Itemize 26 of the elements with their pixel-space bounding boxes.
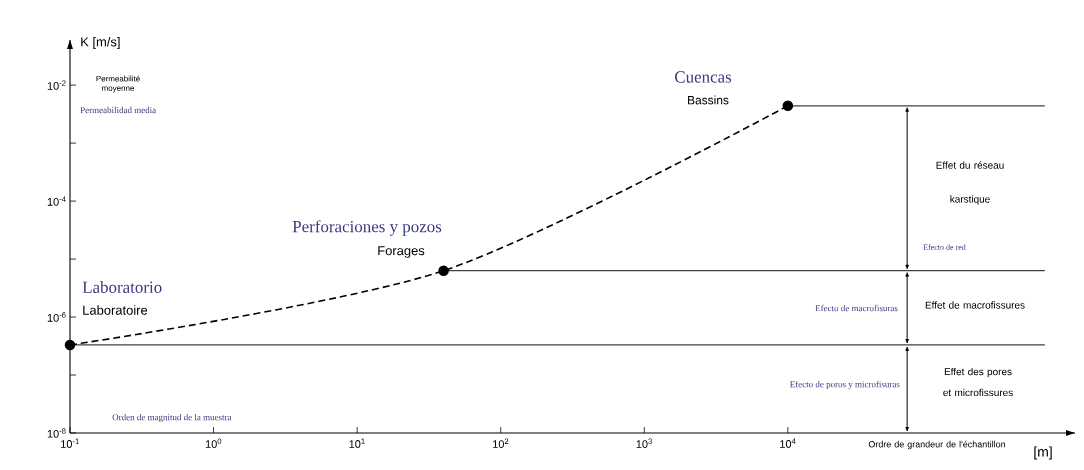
x-tick-label: 10$^{2}$ <box>493 438 509 448</box>
annotation: Effet de macrofissures <box>925 301 1025 309</box>
y-tick-label: 10$^{-4}$ <box>47 196 66 206</box>
annotation: Bassins <box>688 95 729 105</box>
text: [m] <box>1034 446 1052 460</box>
annotation: Efecto de poros y microfisuras <box>790 380 900 390</box>
y-tick-label: 10$^{-8}$ <box>47 428 66 438</box>
x-tick-label: 10$^{1}$ <box>349 438 365 448</box>
x-tick-label: 10$^{4}$ <box>780 438 796 448</box>
text: Effet du réseau karstique <box>936 161 1004 205</box>
y-tick-label: 10$^{-6}$ <box>47 312 66 322</box>
annotation: Forages <box>378 246 425 258</box>
annotation: Efecto de macrofisuras <box>815 304 898 312</box>
annotation: Perforaciones y pozos <box>292 220 442 236</box>
x-tick-label: 10$^{0}$ <box>205 438 222 448</box>
y-axis-title: K [m/s] <box>81 36 120 50</box>
annotation: Orden de magnitud de la muestra <box>112 413 232 423</box>
x-tick-label: 10$^{-1}$ <box>61 438 79 448</box>
annotation: Laboratorio <box>82 281 162 293</box>
annotation: Effet des pores et microfissures <box>943 367 1013 397</box>
x-axis-title: Ordre de grandeur de l'échantillon <box>868 440 1006 450</box>
annotation: Permeabilidad media <box>80 106 157 114</box>
y-tick-label: 10$^{-2}$ <box>47 80 66 90</box>
annotation: Laboratoire <box>83 305 148 315</box>
x-tick-label: 10$^{3}$ <box>636 438 652 448</box>
annotation: Cuencas <box>675 71 732 83</box>
